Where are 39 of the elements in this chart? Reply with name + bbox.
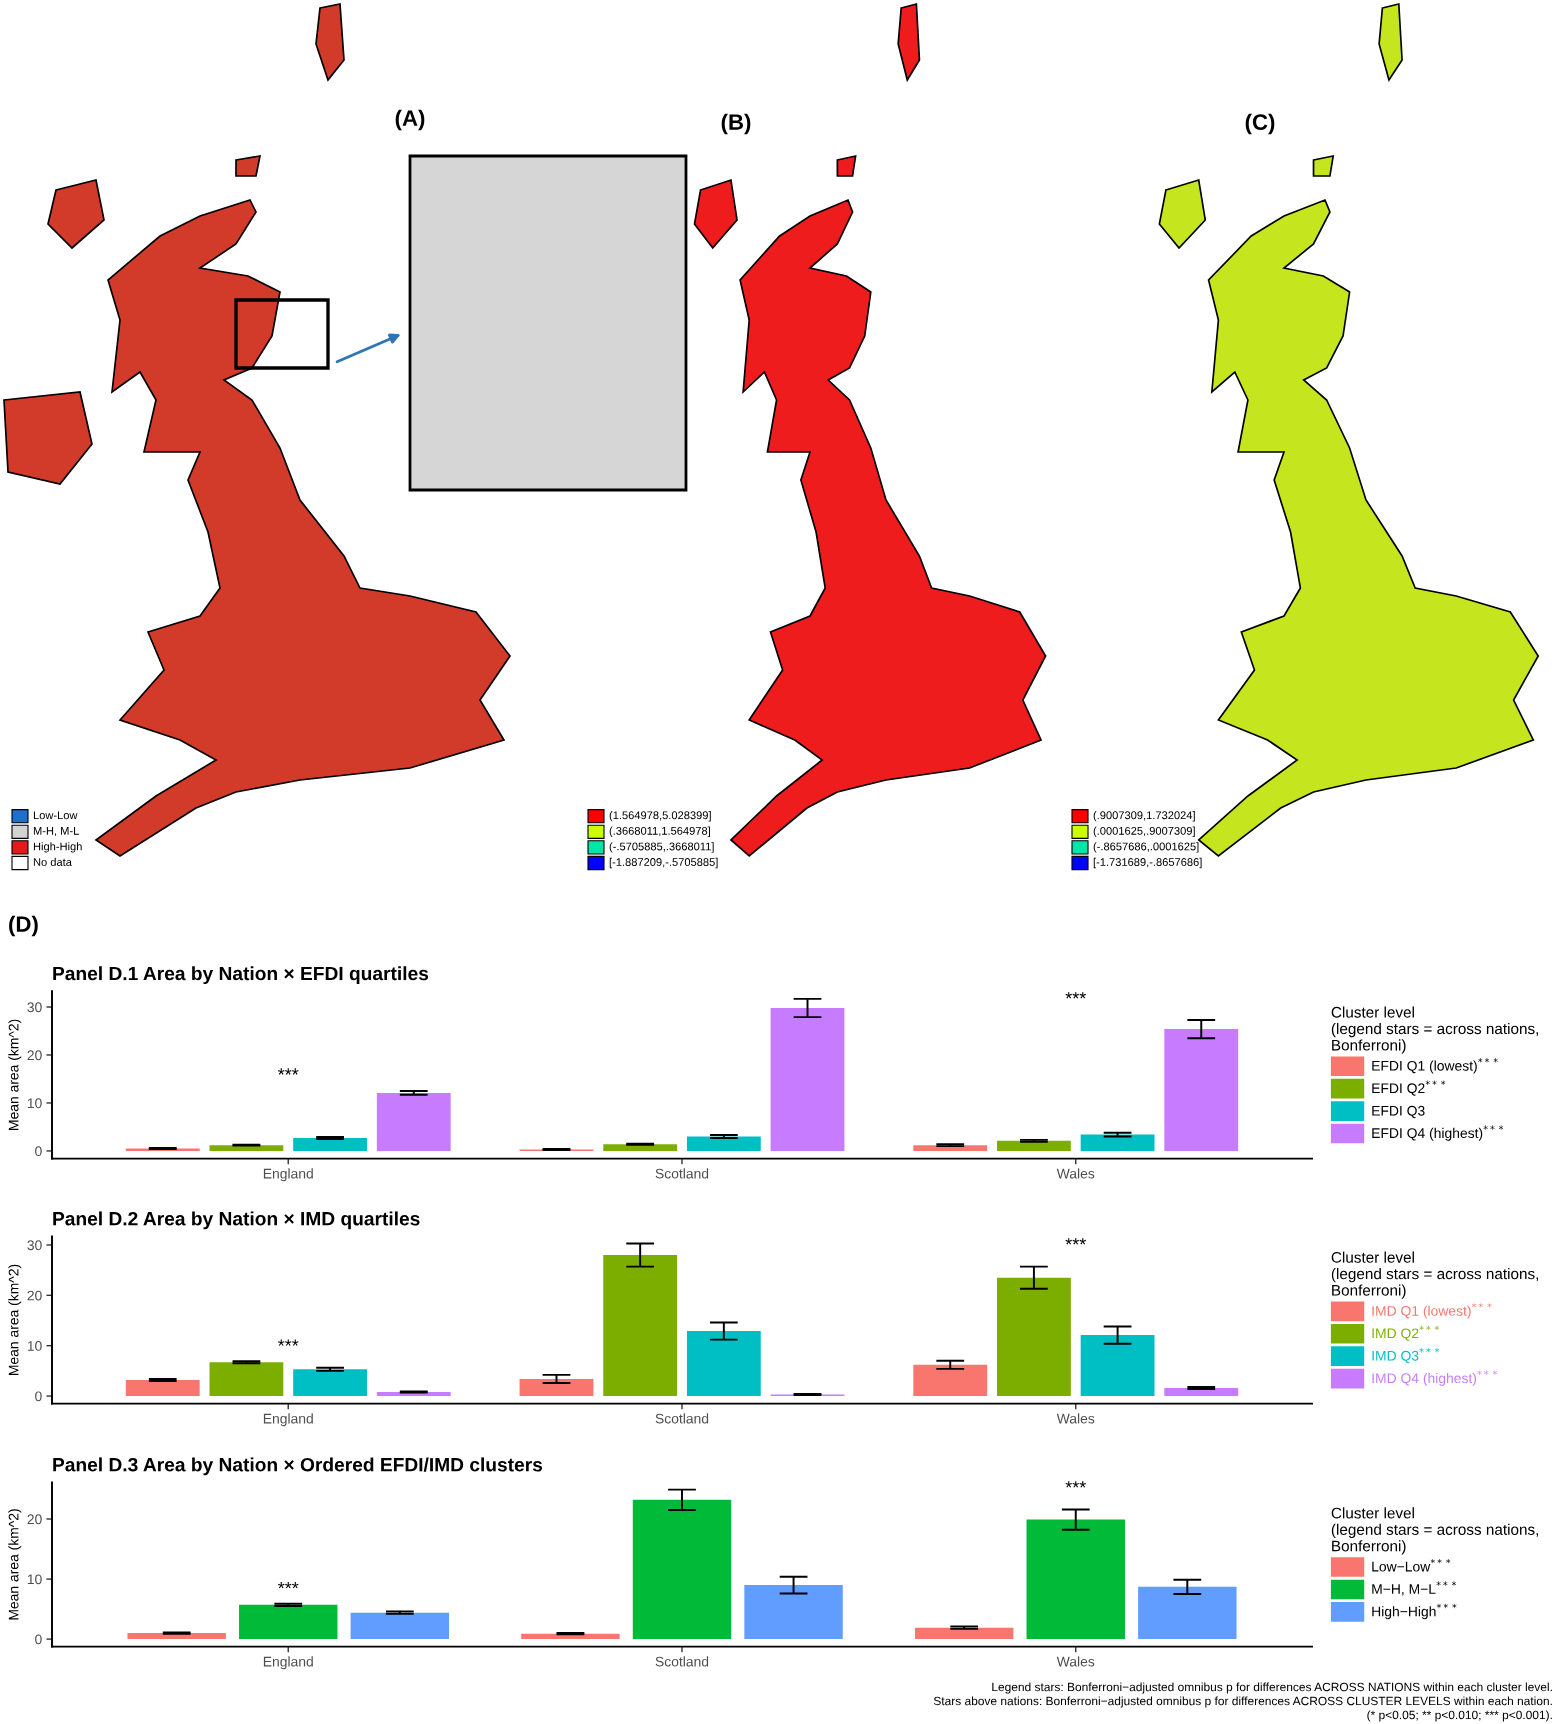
bar (997, 1140, 1071, 1151)
bar (603, 1255, 678, 1397)
bar (1080, 1335, 1155, 1397)
bar (744, 1585, 843, 1640)
bar (686, 1136, 761, 1151)
bar (125, 1379, 200, 1397)
annotation: *** (1065, 1238, 1087, 1245)
text: (B) (721, 113, 751, 135)
bar (770, 1007, 845, 1151)
bar (293, 1369, 367, 1397)
annotation: *** (1065, 1481, 1087, 1488)
chart-subtitle: Panel D.1 Area by Nation × EFDI quartiles (53, 966, 429, 985)
bar (686, 1331, 761, 1397)
chart-title: Panel D.2 Area by Nation × IMD quartiles (53, 1211, 420, 1230)
text: (C) (1245, 113, 1275, 135)
bar (376, 1092, 451, 1151)
bar (1026, 1519, 1125, 1640)
bar (293, 1137, 367, 1151)
bar (1138, 1586, 1237, 1640)
bar (1164, 1387, 1239, 1397)
bar (913, 1364, 988, 1397)
chart-title: (D) (9, 915, 38, 937)
bar (632, 1499, 732, 1640)
bar (997, 1277, 1071, 1397)
chart-title: Panel D.3 Area by Nation × Ordered EFDI/IMD clusters (53, 1457, 543, 1476)
annotation: *** (278, 1339, 299, 1346)
text: (A) (395, 109, 425, 131)
bar (239, 1604, 338, 1640)
bar (914, 1627, 1014, 1640)
bar (1164, 1029, 1239, 1151)
bar (127, 1633, 226, 1640)
annotation: *** (278, 1068, 299, 1075)
bar (209, 1362, 284, 1397)
annotation: *** (1065, 992, 1087, 999)
bar (1080, 1134, 1155, 1151)
bar (521, 1633, 620, 1640)
bar (350, 1612, 450, 1640)
bar (519, 1378, 594, 1397)
annotation: *** (278, 1582, 299, 1589)
